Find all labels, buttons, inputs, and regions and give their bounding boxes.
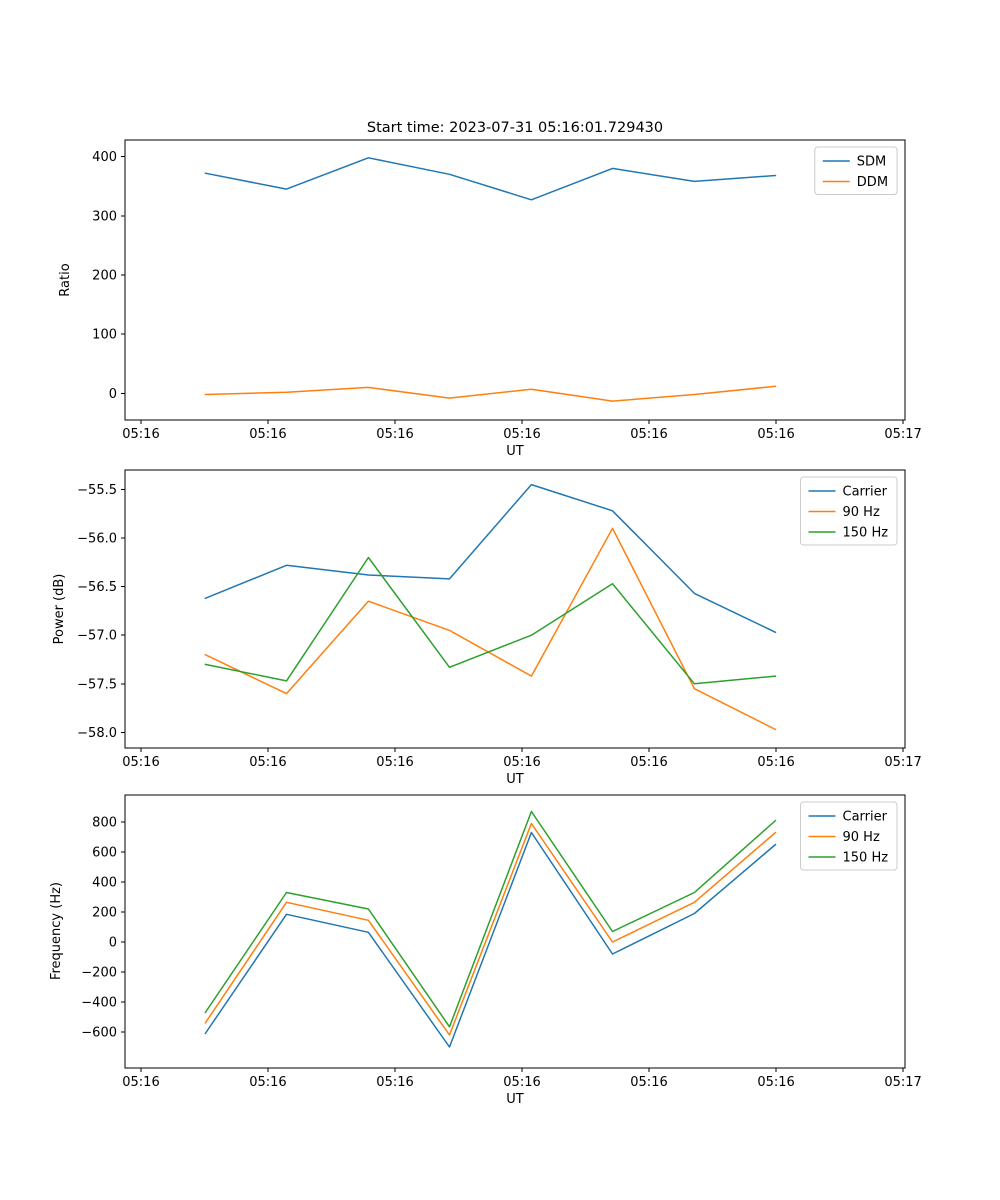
y-tick-label: −200 bbox=[81, 966, 117, 981]
axes-frame bbox=[124, 469, 906, 749]
ratio-ylabel: Ratio bbox=[58, 263, 73, 297]
power-line-150-hz bbox=[204, 556, 777, 685]
legend-box bbox=[814, 146, 898, 195]
y-tick-label: −55.5 bbox=[77, 483, 117, 498]
x-tick-label: 05:16 bbox=[503, 1075, 540, 1090]
frequency-ylabel: Frequency (Hz) bbox=[49, 881, 64, 981]
x-tick-label: 05:17 bbox=[884, 755, 921, 770]
power-ylabel: Power (dB) bbox=[52, 573, 67, 645]
frequency-line-90-hz bbox=[204, 822, 777, 1036]
x-tick-label: 05:16 bbox=[249, 755, 286, 770]
x-tick-label: 05:17 bbox=[884, 427, 921, 442]
frequency-legend: Carrier 90 Hz 150 Hz bbox=[800, 801, 898, 871]
figure-title: Start time: 2023-07-31 05:16:01.729430 bbox=[366, 120, 664, 136]
y-tick-label: 600 bbox=[92, 846, 117, 861]
x-tick-label: 05:16 bbox=[757, 1075, 794, 1090]
y-axis-ticks: 0 100 200 300 400 bbox=[92, 150, 125, 402]
y-tick-label: −600 bbox=[81, 1026, 117, 1041]
power-plot: −55.5−56.0−56.5−57.0−57.5−58.005:16 05:16… bbox=[77, 469, 922, 770]
x-axis-ticks: 05:16 05:16 05:16 05:16 05:16 05:16 05:17 bbox=[122, 1068, 922, 1090]
power-xlabel: UT bbox=[506, 772, 524, 787]
x-tick-label: 05:16 bbox=[249, 427, 286, 442]
y-tick-label: −400 bbox=[81, 996, 117, 1011]
y-tick-label: −57.0 bbox=[77, 629, 117, 644]
y-tick-label: −58.0 bbox=[77, 726, 117, 741]
legend-box bbox=[800, 801, 898, 871]
x-tick-label: 05:16 bbox=[630, 427, 667, 442]
legend-label: 150 Hz bbox=[843, 851, 889, 866]
ratio-line-sdm bbox=[204, 157, 777, 201]
frequency-xlabel: UT bbox=[506, 1092, 524, 1107]
legend-label: 150 Hz bbox=[843, 526, 889, 541]
legend-label: Carrier bbox=[843, 485, 888, 500]
x-tick-label: 05:16 bbox=[122, 427, 159, 442]
y-tick-label: −57.5 bbox=[77, 677, 117, 692]
ratio-xlabel: UT bbox=[506, 444, 524, 459]
power-line-90-hz bbox=[204, 527, 777, 731]
x-tick-label: 05:16 bbox=[630, 1075, 667, 1090]
legend-label: Carrier bbox=[843, 810, 888, 825]
x-tick-label: 05:16 bbox=[503, 755, 540, 770]
x-tick-label: 05:16 bbox=[630, 755, 667, 770]
y-tick-label: 300 bbox=[92, 209, 117, 224]
x-tick-label: 05:16 bbox=[249, 1075, 286, 1090]
legend-label: 90 Hz bbox=[843, 830, 880, 845]
y-tick-label: 800 bbox=[92, 816, 117, 831]
x-tick-label: 05:17 bbox=[884, 1075, 921, 1090]
y-tick-label: 0 bbox=[109, 936, 117, 951]
y-tick-label: −56.0 bbox=[77, 532, 117, 547]
ratio-legend: SDM DDM bbox=[814, 146, 898, 195]
legend-label: 90 Hz bbox=[843, 505, 880, 520]
y-axis-ticks: −55.5 −56.0 −56.5 −57.0 −57.5 −58.0 bbox=[77, 483, 125, 741]
y-tick-label: 200 bbox=[92, 268, 117, 283]
y-axis-ticks: 800 600 400 200 0 −200 −400 −600 bbox=[81, 816, 125, 1041]
legend-label: DDM bbox=[857, 175, 888, 190]
y-tick-label: 200 bbox=[92, 906, 117, 921]
y-tick-label: 0 bbox=[109, 387, 117, 402]
x-tick-label: 05:16 bbox=[376, 427, 413, 442]
x-tick-label: 05:16 bbox=[376, 1075, 413, 1090]
ratio-line-ddm bbox=[204, 385, 777, 402]
y-tick-label: −56.5 bbox=[77, 580, 117, 595]
x-tick-label: 05:16 bbox=[122, 755, 159, 770]
frequency-line-150-hz bbox=[204, 810, 777, 1028]
x-tick-label: 05:16 bbox=[376, 755, 413, 770]
y-tick-label: 400 bbox=[92, 876, 117, 891]
axes-frame bbox=[124, 139, 906, 421]
x-tick-label: 05:16 bbox=[503, 427, 540, 442]
y-tick-label: 400 bbox=[92, 150, 117, 165]
axes-frame bbox=[124, 794, 906, 1069]
x-tick-label: 05:16 bbox=[757, 427, 794, 442]
x-axis-ticks: 05:16 05:16 05:16 05:16 05:16 05:16 05:17 bbox=[122, 420, 922, 442]
x-tick-label: 05:16 bbox=[757, 755, 794, 770]
legend-label: SDM bbox=[857, 155, 886, 170]
y-tick-label: 100 bbox=[92, 328, 117, 343]
power-legend: Carrier 90 Hz 150 Hz bbox=[800, 476, 898, 546]
x-axis-ticks: 05:16 05:16 05:16 05:16 05:16 05:16 05:17 bbox=[122, 748, 922, 770]
x-tick-label: 05:16 bbox=[122, 1075, 159, 1090]
power-line-carrier bbox=[204, 483, 777, 634]
legend-box bbox=[800, 476, 898, 546]
frequency-line-carrier bbox=[204, 831, 777, 1048]
